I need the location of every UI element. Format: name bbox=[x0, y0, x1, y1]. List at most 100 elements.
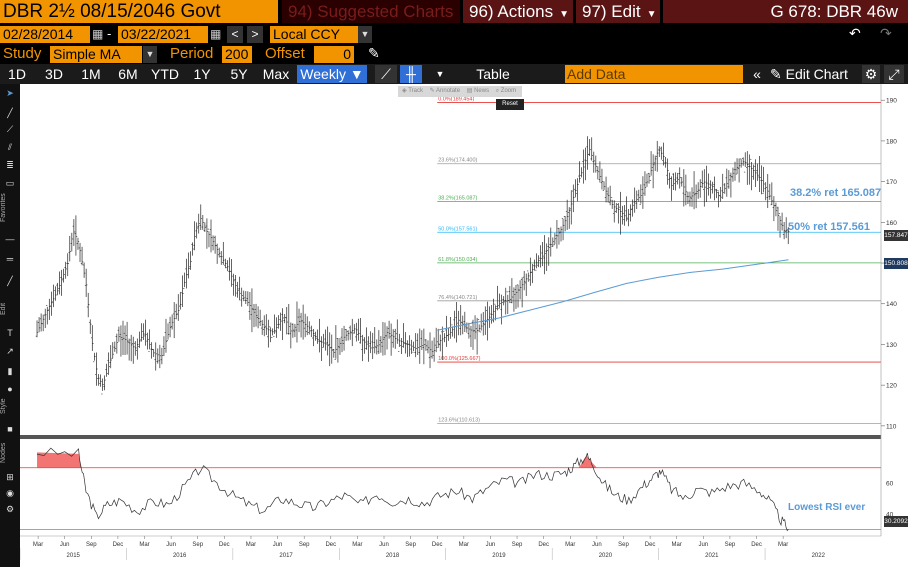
x-month-tick-label: Mar bbox=[672, 542, 682, 548]
period-button-6m[interactable]: 6M bbox=[118, 66, 138, 82]
pencil-icon: ✎ bbox=[770, 66, 786, 82]
x-month-tick-label: Mar bbox=[565, 542, 575, 548]
fib-label: 123.6%(110.613) bbox=[438, 417, 480, 423]
rsi-tick-label: 60 bbox=[886, 481, 894, 488]
add-data-input[interactable]: Add Data bbox=[565, 65, 743, 83]
chart-mini-toolbar: ◈ Track ✎ Annotate ▤ News ⌕ Zoom bbox=[398, 86, 522, 97]
line-tool-icon[interactable]: ╱ bbox=[7, 108, 13, 118]
shape-tool-icon[interactable]: ▮ bbox=[7, 366, 13, 376]
rsi-overbought-fill bbox=[578, 455, 597, 468]
period-button-1y[interactable]: 1Y bbox=[193, 66, 211, 82]
offset-field[interactable]: 0 bbox=[314, 46, 354, 63]
period-field[interactable]: 200 bbox=[222, 46, 252, 63]
price-tick-label: 140 bbox=[886, 301, 897, 308]
fib-label: 0.0%(189.454) bbox=[438, 96, 474, 102]
brush-tool-icon[interactable]: ╱ bbox=[7, 276, 13, 286]
style-tab[interactable]: Style bbox=[0, 398, 7, 414]
x-year-tick-label: 2019 bbox=[492, 553, 506, 559]
redo-icon[interactable]: ↷ bbox=[880, 25, 892, 41]
edit-tab[interactable]: Edit bbox=[0, 302, 7, 316]
chevron-down-icon[interactable]: ▼ bbox=[143, 46, 157, 63]
news-label: News bbox=[474, 88, 490, 94]
rsi-value-tag: 30.2092 bbox=[884, 516, 908, 527]
x-axis-background bbox=[20, 536, 908, 567]
x-month-tick-label: Sep bbox=[192, 542, 203, 548]
frequency-label: Weekly bbox=[300, 66, 346, 82]
expand-icon[interactable]: ⤢ bbox=[884, 65, 904, 83]
period-button-1m[interactable]: 1M bbox=[81, 66, 101, 82]
study-select[interactable]: Simple MA bbox=[50, 46, 142, 63]
period-button-3d[interactable]: 3D bbox=[45, 66, 63, 82]
period-button-1d[interactable]: 1D bbox=[8, 66, 26, 82]
undo-icon[interactable]: ↶ bbox=[849, 25, 861, 41]
x-month-tick-label: Jun bbox=[486, 542, 496, 548]
rect-tool-icon[interactable]: ▭ bbox=[5, 178, 15, 188]
arrow-tool-icon[interactable]: ↗ bbox=[6, 346, 14, 356]
prev-arrow-icon[interactable]: < bbox=[227, 26, 243, 43]
end-date-field[interactable]: 03/22/2021 bbox=[118, 26, 208, 43]
zoom-icon: ⌕ bbox=[495, 88, 500, 94]
track-button[interactable]: ◈ Track bbox=[402, 88, 423, 94]
color-tool-icon[interactable]: ■ bbox=[7, 424, 13, 434]
news-button[interactable]: ▤ News bbox=[467, 88, 489, 94]
x-month-tick-label: Mar bbox=[352, 542, 362, 548]
chevron-down-icon[interactable]: ▼ bbox=[358, 26, 372, 43]
price-tick-label: 120 bbox=[886, 383, 897, 390]
fib-label: 61.8%(150.034) bbox=[438, 257, 477, 263]
edit-chart-button[interactable]: ✎ Edit Chart bbox=[770, 65, 858, 83]
zoom-button[interactable]: ⌕ Zoom bbox=[496, 88, 516, 94]
currency-select[interactable]: Local CCY bbox=[270, 26, 358, 43]
price-tick-label: 110 bbox=[886, 423, 897, 430]
nodes-tab[interactable]: Nodes bbox=[0, 442, 7, 464]
reset-button[interactable]: Reset bbox=[496, 99, 524, 110]
right-axis-background bbox=[881, 84, 908, 567]
next-arrow-icon[interactable]: > bbox=[247, 26, 263, 43]
calendar-icon[interactable]: ▦ bbox=[92, 27, 104, 41]
line-chart-icon[interactable]: ⟋ bbox=[375, 65, 397, 83]
actions-menu[interactable]: 96) Actions ▼ bbox=[463, 0, 573, 23]
x-year-tick-label: 2018 bbox=[386, 553, 400, 559]
retracement-38-annotation: 38.2% ret 165.087 bbox=[790, 187, 882, 199]
hline2-tool-icon[interactable]: ═ bbox=[6, 254, 14, 264]
fib-label: 50.0%(157.561) bbox=[438, 226, 477, 232]
ray-tool-icon[interactable]: ⟋ bbox=[6, 124, 14, 134]
start-date-field[interactable]: 02/28/2014 bbox=[0, 26, 90, 43]
cursor-icon[interactable]: ➤ bbox=[6, 88, 14, 98]
period-button-ytd[interactable]: YTD bbox=[151, 66, 179, 82]
channel-tool-icon[interactable]: ⫽ bbox=[7, 142, 12, 152]
hline-tool-icon[interactable]: — bbox=[5, 234, 15, 244]
ellipse-tool-icon[interactable]: ● bbox=[7, 384, 13, 394]
add-data-placeholder: Add Data bbox=[567, 66, 626, 82]
collapse-icon[interactable]: « bbox=[753, 66, 761, 82]
table-button[interactable]: Table bbox=[476, 66, 510, 82]
settings-icon[interactable]: ⚙ bbox=[862, 65, 880, 83]
x-month-tick-label: Dec bbox=[113, 542, 124, 548]
text-tool-icon[interactable]: T bbox=[7, 328, 13, 338]
price-chart[interactable]: 0.0%(189.454) 23.6%(174.400) 38.2%(165.087… bbox=[20, 84, 908, 567]
last-price-tag: 157.847 bbox=[884, 230, 908, 241]
favorites-tab[interactable]: Favorites bbox=[0, 193, 7, 223]
annotate-button[interactable]: ✎ Annotate bbox=[430, 88, 460, 94]
suggested-charts-button[interactable]: 94) Suggested Charts bbox=[282, 0, 460, 23]
x-year-tick-label: 2015 bbox=[67, 553, 81, 559]
pencil-icon[interactable]: ✎ bbox=[368, 45, 380, 61]
track-label: Track bbox=[408, 88, 423, 94]
security-field[interactable]: DBR 2½ 08/15/2046 Govt bbox=[0, 0, 278, 23]
fibonacci-tool-icon[interactable]: ≣ bbox=[6, 160, 14, 170]
period-button-5y[interactable]: 5Y bbox=[230, 66, 248, 82]
frequency-select[interactable]: Weekly ▼ bbox=[297, 65, 367, 83]
period-button-max[interactable]: Max bbox=[262, 66, 290, 82]
calendar-icon[interactable]: ▦ bbox=[210, 27, 222, 41]
palette-icon[interactable]: ◉ bbox=[6, 488, 14, 498]
gear-icon[interactable]: ⚙ bbox=[5, 504, 15, 514]
chevron-down-icon: ▼ bbox=[559, 9, 570, 20]
chevron-down-icon[interactable]: ▼ bbox=[425, 65, 455, 83]
candlestick-icon[interactable]: ╫ bbox=[400, 65, 422, 83]
x-month-tick-label: Sep bbox=[405, 542, 416, 548]
edit-menu[interactable]: 97) Edit ▼ bbox=[576, 0, 660, 23]
x-month-tick-label: Mar bbox=[139, 542, 149, 548]
x-month-tick-label: Mar bbox=[459, 542, 469, 548]
pane-separator bbox=[20, 435, 908, 439]
nodes-tool-icon[interactable]: ⊞ bbox=[6, 472, 14, 482]
x-year-tick-label: 2017 bbox=[279, 553, 293, 559]
